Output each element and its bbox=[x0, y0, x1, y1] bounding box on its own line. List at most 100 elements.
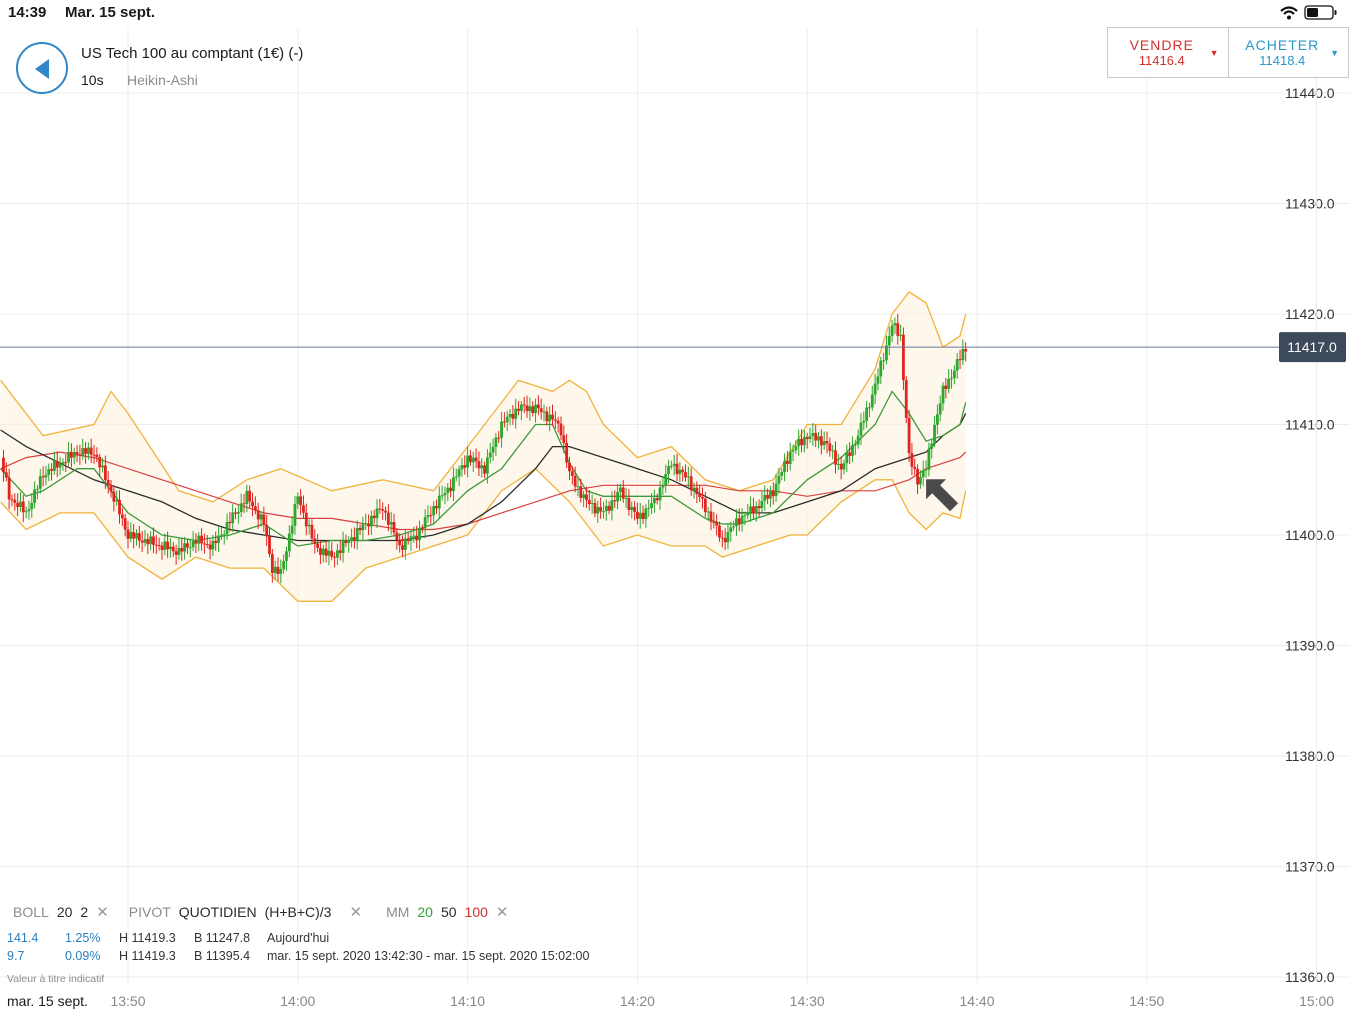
candle-body bbox=[477, 461, 481, 469]
candle-body bbox=[771, 490, 775, 497]
candle-body bbox=[265, 524, 269, 537]
candle-body bbox=[488, 452, 492, 458]
candle-body bbox=[551, 414, 554, 420]
bollinger-upper-line bbox=[0, 291, 967, 503]
pivot-label[interactable]: PIVOT bbox=[128, 904, 171, 920]
candle-body bbox=[239, 503, 243, 513]
candle-body bbox=[573, 475, 577, 487]
candle-body bbox=[282, 561, 286, 570]
candle-body bbox=[435, 506, 438, 509]
candle-body bbox=[33, 489, 37, 503]
candle-body bbox=[638, 512, 642, 519]
candle-body bbox=[426, 515, 430, 518]
candle-body bbox=[41, 476, 45, 478]
candle-body bbox=[735, 518, 738, 527]
remove-pivot-icon[interactable]: ✕ bbox=[349, 904, 363, 921]
candle-body bbox=[828, 443, 832, 451]
candle-body bbox=[208, 544, 212, 550]
candle-body bbox=[50, 468, 53, 471]
candle-body bbox=[256, 510, 260, 520]
candle-body bbox=[788, 451, 792, 464]
caret-down-icon: ▼ bbox=[1330, 48, 1339, 58]
candle-body bbox=[834, 450, 837, 465]
mm-50: 50 bbox=[440, 904, 457, 920]
candle-body bbox=[460, 465, 464, 470]
disclaimer: Valeur à titre indicatif bbox=[7, 973, 105, 985]
candle-body bbox=[395, 532, 399, 541]
x-tick-label: 14:40 bbox=[959, 993, 994, 1009]
candle-body bbox=[480, 465, 484, 469]
y-tick-label: 11370.0 bbox=[1285, 859, 1335, 875]
remove-mm-icon[interactable]: ✕ bbox=[495, 904, 509, 921]
candle-body bbox=[740, 515, 744, 525]
candle-body bbox=[463, 465, 467, 468]
candle-body bbox=[242, 503, 246, 505]
candle-body bbox=[650, 503, 653, 508]
caret-down-icon: ▼ bbox=[1209, 48, 1219, 58]
candle-body bbox=[811, 433, 815, 437]
candle-body bbox=[752, 506, 755, 514]
candle-body bbox=[627, 498, 631, 510]
candle-body bbox=[933, 424, 936, 444]
candle-body bbox=[126, 529, 130, 539]
candle-body bbox=[81, 448, 85, 456]
x-tick-label: 15:00 bbox=[1299, 993, 1334, 1009]
candle-body bbox=[290, 525, 294, 534]
y-tick-label: 11390.0 bbox=[1285, 638, 1335, 654]
remove-boll-icon[interactable]: ✕ bbox=[96, 904, 109, 921]
mm-label[interactable]: MM bbox=[386, 904, 410, 920]
candle-body bbox=[720, 537, 724, 539]
y-tick-label: 11410.0 bbox=[1285, 417, 1335, 433]
pivot-type: QUOTIDIEN bbox=[178, 904, 257, 920]
candle-body bbox=[919, 477, 922, 485]
candle-body bbox=[262, 514, 266, 525]
candle-body bbox=[664, 474, 668, 486]
x-tick-label: 14:50 bbox=[1129, 993, 1164, 1009]
current-price-label: 11417.0 bbox=[1287, 339, 1337, 355]
candle-body bbox=[681, 469, 685, 473]
sell-button[interactable]: VENDRE 11416.4 ▼ bbox=[1108, 28, 1228, 77]
candle-body bbox=[517, 408, 520, 411]
timeframe-selector[interactable]: 10s bbox=[81, 72, 104, 88]
candle-body bbox=[103, 465, 107, 480]
candle-body bbox=[369, 515, 373, 527]
y-tick-label: 11440.0 bbox=[1285, 85, 1335, 101]
stat-low: B 11247.8 bbox=[194, 931, 251, 945]
candle-body bbox=[225, 521, 229, 535]
candle-body bbox=[669, 465, 673, 467]
candle-body bbox=[276, 566, 280, 574]
candle-body bbox=[70, 451, 73, 458]
battery-icon bbox=[1304, 5, 1337, 20]
candle-body bbox=[570, 471, 574, 476]
back-button[interactable] bbox=[16, 42, 68, 94]
boll-label[interactable]: BOLL bbox=[13, 904, 49, 920]
candle-body bbox=[358, 528, 362, 531]
candle-body bbox=[61, 462, 65, 464]
back-arrow-icon bbox=[35, 59, 49, 79]
candle-body bbox=[576, 486, 580, 488]
candle-body bbox=[98, 457, 102, 468]
candle-body bbox=[947, 378, 951, 389]
current-price-tag bbox=[1279, 332, 1346, 363]
chart-date: mar. 15 sept. bbox=[7, 993, 88, 1009]
candle-body bbox=[44, 474, 48, 478]
candle-body bbox=[203, 543, 206, 545]
ma50-line bbox=[0, 413, 967, 542]
candle-body bbox=[449, 487, 453, 492]
candle-body bbox=[452, 477, 455, 492]
candle-body bbox=[876, 376, 880, 384]
candle-body bbox=[19, 501, 22, 507]
candle-body bbox=[562, 435, 566, 443]
candle-body bbox=[268, 536, 271, 554]
chart-type-selector[interactable]: Heikin-Ashi bbox=[127, 72, 198, 88]
candle-body bbox=[511, 414, 515, 419]
candle-body bbox=[769, 490, 772, 499]
candle-body bbox=[553, 419, 557, 421]
candle-body bbox=[4, 472, 8, 478]
candle-body bbox=[211, 540, 215, 550]
buy-button[interactable]: ACHETER 11418.4 ▼ bbox=[1227, 28, 1349, 77]
candle-body bbox=[890, 325, 894, 337]
candle-body bbox=[406, 538, 410, 542]
candle-body bbox=[149, 536, 153, 545]
